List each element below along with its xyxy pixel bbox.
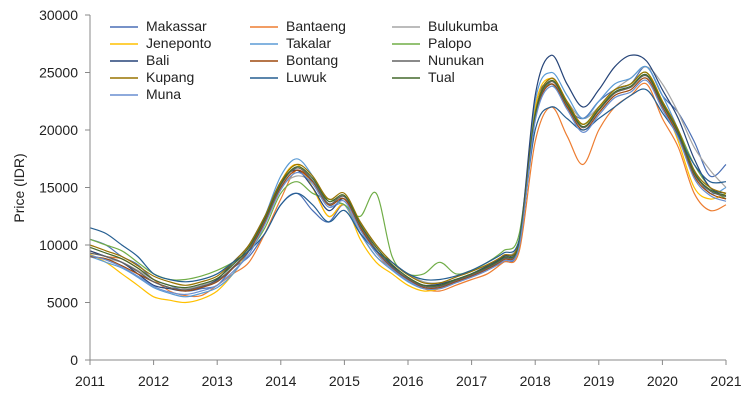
legend-label-bali: Bali: [146, 52, 169, 68]
x-tick-label: 2012: [138, 373, 169, 389]
y-tick-label: 15000: [39, 180, 78, 196]
legend: Makassar Bantaeng Bulukumba Jeneponto Takala…: [110, 18, 498, 102]
legend-label-bantaeng: Bantaeng: [286, 18, 346, 34]
series-line-muna: [89, 79, 727, 296]
y-tick-label: 30000: [39, 7, 78, 23]
series-line-palopo: [89, 71, 727, 281]
x-tick-label: 2019: [583, 373, 614, 389]
x-tick-label: 2013: [202, 373, 233, 389]
series-line-jeneponto: [89, 71, 727, 304]
series-line-bantaeng: [89, 82, 727, 298]
y-tick-label: 0: [70, 352, 78, 368]
y-tick-label: 20000: [39, 122, 78, 138]
x-tick-label: 2015: [329, 373, 360, 389]
legend-label-tual: Tual: [428, 69, 455, 85]
legend-label-jeneponto: Jeneponto: [146, 35, 212, 51]
x-tick-label: 2014: [265, 373, 296, 389]
series-line-makassar: [89, 66, 727, 292]
legend-label-kupang: Kupang: [146, 69, 194, 85]
x-tick-label: 2018: [520, 373, 551, 389]
series-line-takalar: [89, 65, 727, 298]
x-tick-label: 2020: [647, 373, 678, 389]
series-line-bontang: [89, 77, 727, 292]
y-axis-title: Price (IDR): [11, 153, 27, 222]
legend-label-bontang: Bontang: [286, 52, 338, 68]
series-layer: [89, 54, 727, 304]
x-tick-label: 2011: [75, 373, 105, 389]
axes: [89, 15, 726, 361]
x-tick-label: 2016: [392, 373, 423, 389]
series-line-luwuk: [89, 88, 727, 283]
series-line-nunukan: [89, 74, 727, 291]
y-tick-label: 25000: [39, 65, 78, 81]
legend-label-luwuk: Luwuk: [286, 69, 327, 85]
x-tick-label: 2017: [456, 373, 487, 389]
x-ticks: 2011 2012 2013 2014 2015 2016 2017 2018 2019 2020…: [75, 360, 742, 389]
legend-label-nunukan: Nunukan: [428, 52, 484, 68]
legend-label-makassar: Makassar: [146, 18, 207, 34]
series-line-bulukumba: [89, 66, 727, 290]
legend-label-bulukumba: Bulukumba: [428, 18, 498, 34]
y-tick-label: 5000: [47, 295, 78, 311]
y-tick-label: 10000: [39, 237, 78, 253]
legend-label-takalar: Takalar: [286, 35, 331, 51]
x-tick-label: 2021: [710, 373, 741, 389]
series-line-kupang: [89, 71, 727, 286]
legend-label-palopo: Palopo: [428, 35, 472, 51]
y-ticks: 0 5000 10000 15000 20000 25000 30000: [39, 7, 90, 368]
legend-label-muna: Muna: [146, 86, 181, 102]
series-line-tual: [89, 73, 727, 289]
